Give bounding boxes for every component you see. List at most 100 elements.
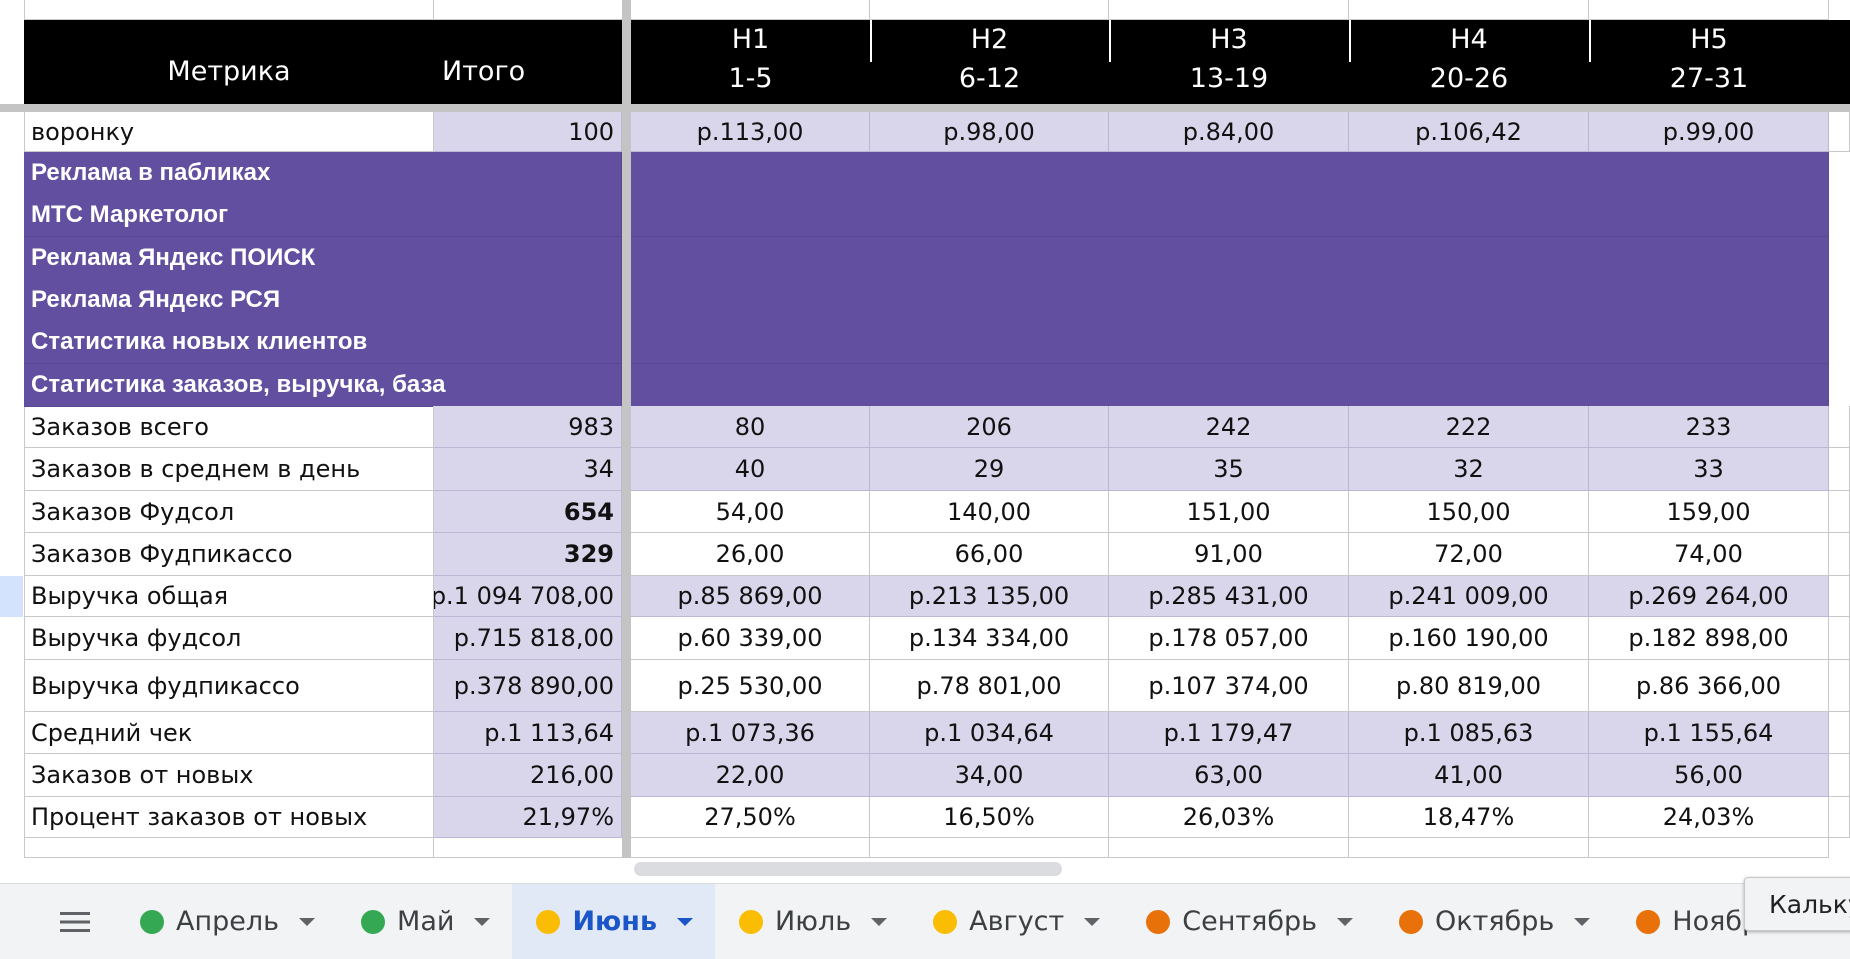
- gutter: [0, 0, 25, 860]
- cell: [1829, 112, 1850, 152]
- total-cell: р.1 094 708,00: [434, 576, 622, 617]
- value-cell: 63,00: [1109, 754, 1349, 797]
- tab-name: Июнь: [572, 906, 658, 937]
- value-cell: 32: [1349, 448, 1589, 491]
- freeze-column: [622, 0, 631, 858]
- tab-color-dot: [933, 909, 958, 934]
- cell: [434, 838, 631, 858]
- value-cell: р.84,00: [1109, 112, 1349, 152]
- tab-color-dot: [361, 909, 386, 934]
- header-label: Н2: [970, 24, 1009, 55]
- cell: [1109, 838, 1349, 858]
- header-label: 20-26: [1429, 63, 1509, 94]
- value-cell: р.107 374,00: [1109, 660, 1349, 712]
- section-fill: [631, 321, 1829, 365]
- row-label: Процент заказов от новых: [24, 797, 434, 838]
- header-label: Н4: [1450, 24, 1488, 55]
- value-cell: 80: [631, 406, 870, 448]
- freeze-bar: [0, 104, 1850, 112]
- sheet-tab[interactable]: Октябрь: [1375, 884, 1612, 959]
- sheet-tabs: Апрель Май Июнь Июль Август Сентябрь Октябрь Но…: [0, 883, 1850, 959]
- section-header: Статистика новых клиентов: [24, 321, 622, 365]
- value-cell: р.78 801,00: [870, 660, 1109, 712]
- total-cell: 983: [434, 406, 622, 448]
- tab-name: Сентябрь: [1182, 906, 1318, 937]
- scrollbar[interactable]: [634, 862, 1062, 876]
- dropdown-arrow: [677, 917, 694, 926]
- sheet-tab[interactable]: Июль: [715, 884, 909, 959]
- value-cell: 74,00: [1589, 533, 1829, 576]
- cell: [631, 838, 870, 858]
- value-cell: 56,00: [1589, 754, 1829, 797]
- sheet-tab[interactable]: Сентябрь: [1122, 884, 1375, 959]
- cell: [24, 0, 434, 20]
- value-cell: 140,00: [870, 491, 1109, 533]
- value-cell: 18,47%: [1349, 797, 1589, 838]
- cell: [1589, 0, 1829, 20]
- tooltip: Калькулятор: [1744, 877, 1850, 931]
- menu-icon[interactable]: [16, 884, 116, 959]
- value-cell: р.182 898,00: [1589, 617, 1829, 660]
- total-cell: 100: [434, 112, 622, 152]
- sheet-tab[interactable]: Август: [909, 884, 1122, 959]
- value-cell: р.99,00: [1589, 112, 1829, 152]
- value-cell: р.1 179,47: [1109, 712, 1349, 754]
- cell: [1829, 797, 1850, 838]
- value-cell: р.85 869,00: [631, 576, 870, 617]
- value-cell: 242: [1109, 406, 1349, 448]
- tab-color-dot: [1146, 909, 1171, 934]
- value-cell: 91,00: [1109, 533, 1349, 576]
- cell: [1829, 712, 1850, 754]
- total-cell: р.1 113,64: [434, 712, 622, 754]
- value-cell: 24,03%: [1589, 797, 1829, 838]
- header-label: Н5: [1690, 24, 1728, 55]
- section-header: МТС Маркетолог: [24, 194, 622, 238]
- tab-color-dot: [739, 909, 764, 934]
- dropdown-arrow: [474, 917, 491, 926]
- row-label: Заказов всего: [24, 406, 434, 448]
- row-label: Выручка фудсол: [24, 617, 434, 660]
- row-label: Выручка фудпикассо: [24, 660, 434, 712]
- cell: [1829, 533, 1850, 576]
- value-cell: 66,00: [870, 533, 1109, 576]
- value-cell: 54,00: [631, 491, 870, 533]
- section-fill: [631, 236, 1829, 280]
- value-cell: 40: [631, 448, 870, 491]
- value-cell: 33: [1589, 448, 1829, 491]
- value-cell: р.1 034,64: [870, 712, 1109, 754]
- total-cell: 34: [434, 448, 622, 491]
- sheet-tab[interactable]: Май: [337, 884, 512, 959]
- row-label: Средний чек: [24, 712, 434, 754]
- dropdown-arrow: [871, 917, 888, 926]
- cell: [1829, 491, 1850, 533]
- tab-color-dot: [140, 909, 164, 934]
- dropdown-arrow: [299, 917, 316, 926]
- value-cell: р.178 057,00: [1109, 617, 1349, 660]
- tab-name: Август: [969, 906, 1065, 937]
- row-label: Заказов Фудпикассо: [24, 533, 434, 576]
- header-label: Метрика: [167, 56, 291, 87]
- cell: [1829, 617, 1850, 660]
- sheet-tab[interactable]: Июнь: [512, 884, 716, 959]
- value-cell: р.1 073,36: [631, 712, 870, 754]
- section-fill: [631, 363, 1829, 407]
- dropdown-arrow: [1574, 917, 1591, 926]
- value-cell: 41,00: [1349, 754, 1589, 797]
- row-label: Заказов в среднем в день: [24, 448, 434, 491]
- cell: [1589, 838, 1829, 858]
- header-sep: [1109, 20, 1111, 62]
- total-cell: 216,00: [434, 754, 622, 797]
- sheet-tab[interactable]: Апрель: [116, 884, 337, 959]
- selected-row-marker: [0, 576, 23, 617]
- header-label: 6-12: [958, 63, 1021, 94]
- cell: [1829, 448, 1850, 491]
- value-cell: р.1 155,64: [1589, 712, 1829, 754]
- cell: [1829, 406, 1850, 448]
- row-label: Выручка общая: [24, 576, 434, 617]
- header-label: Н3: [1210, 24, 1248, 55]
- total-cell: р.378 890,00: [434, 660, 622, 712]
- value-cell: р.86 366,00: [1589, 660, 1829, 712]
- tab-name: Октябрь: [1435, 906, 1555, 937]
